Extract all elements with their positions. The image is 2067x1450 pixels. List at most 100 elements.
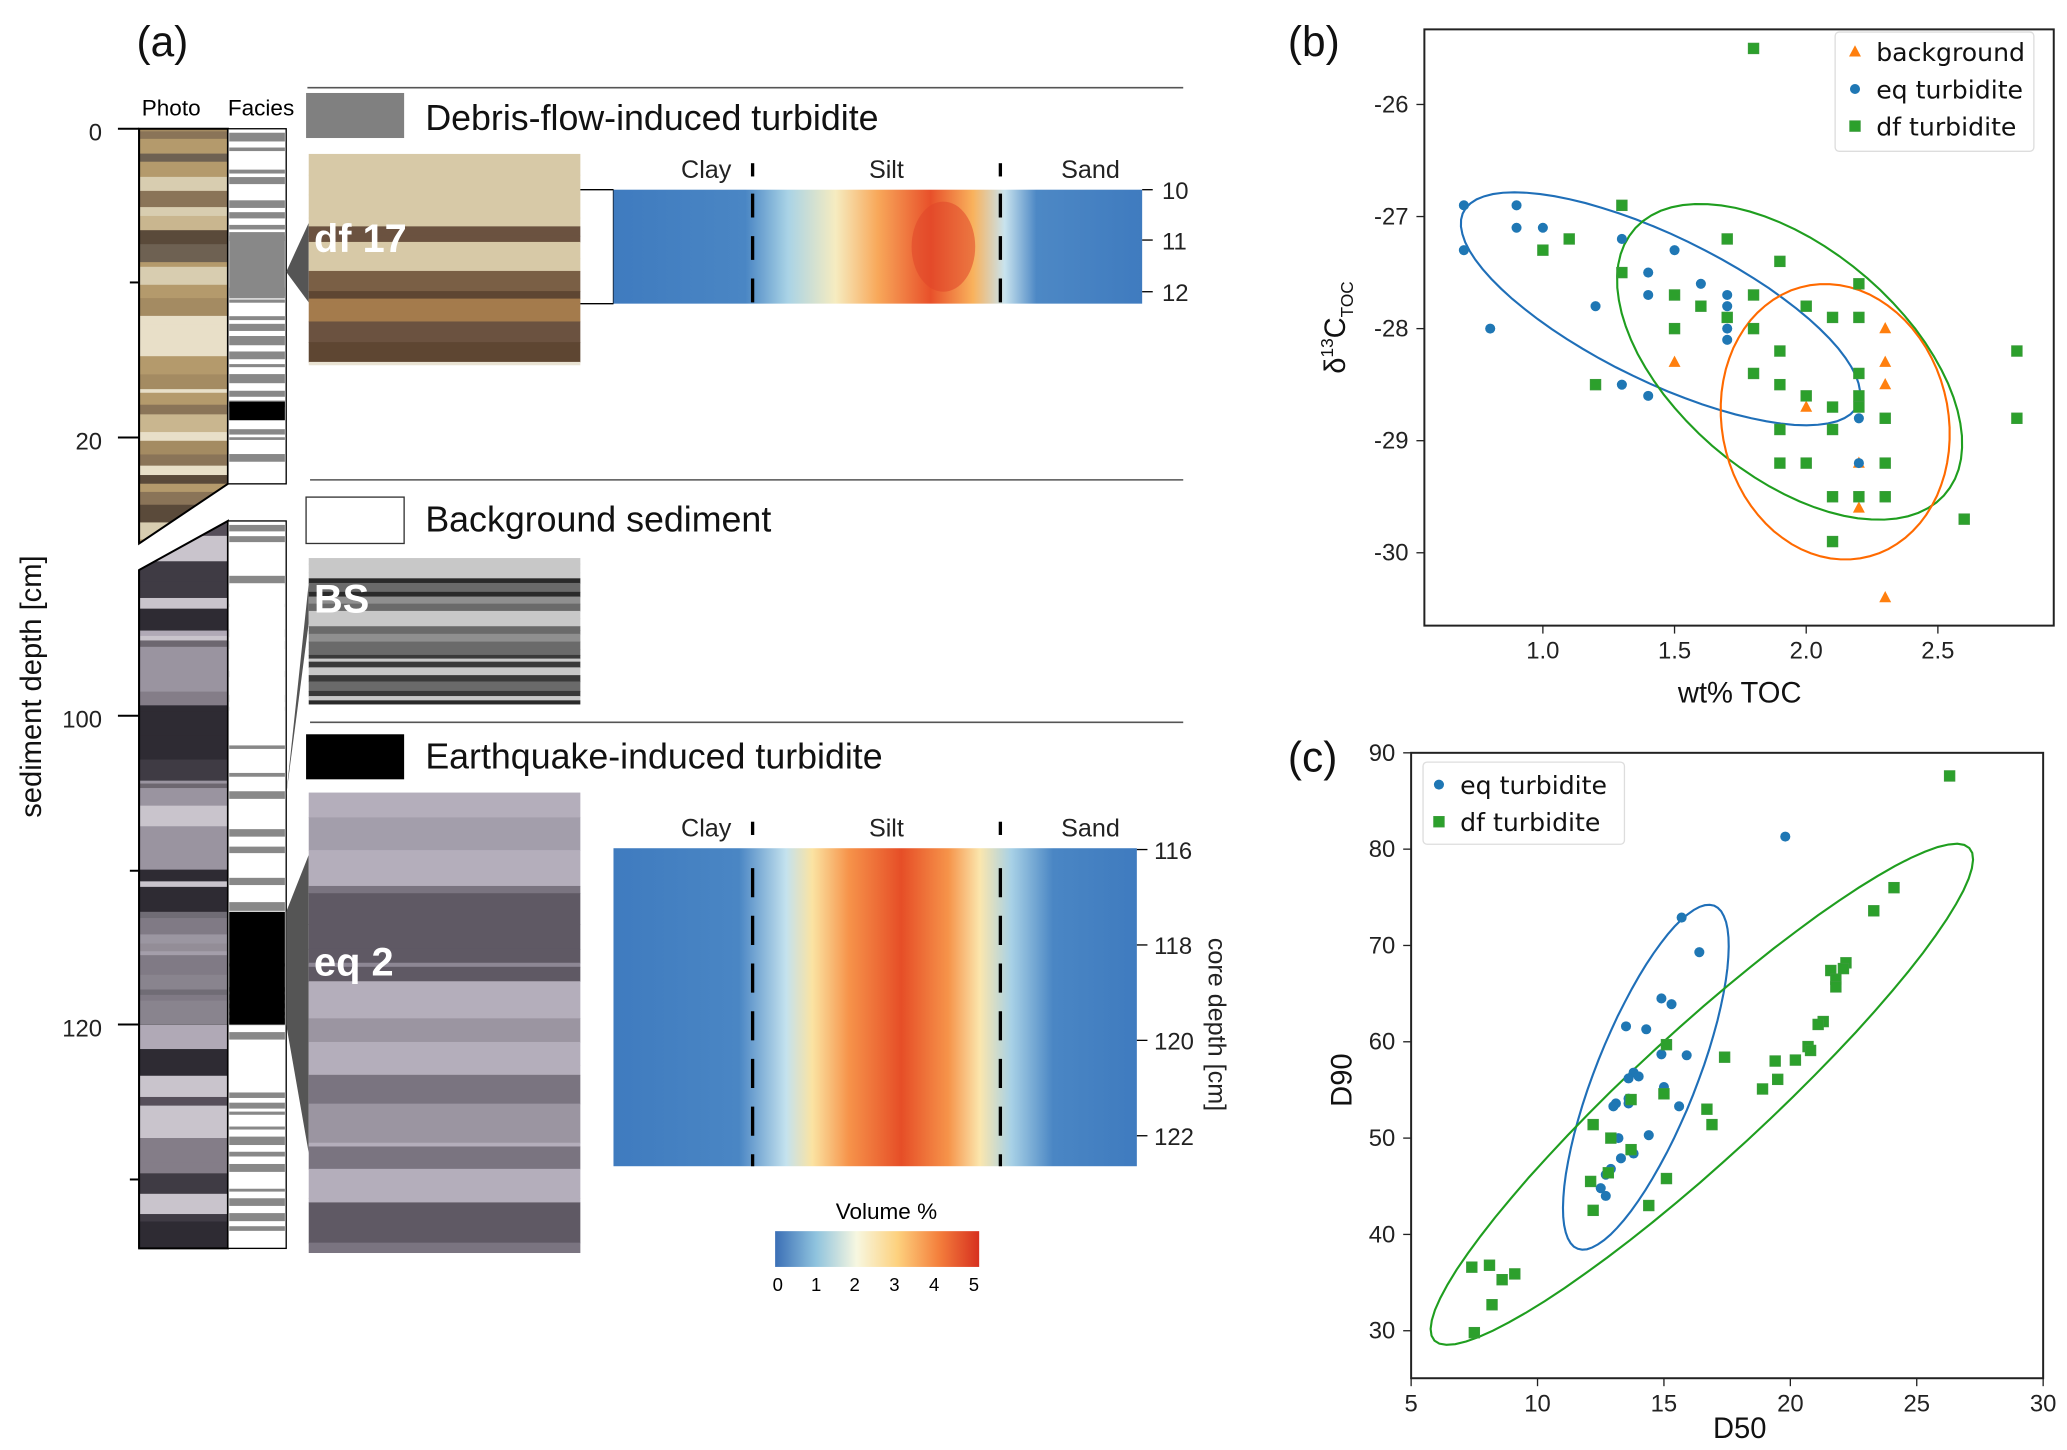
- data-point: [1600, 1190, 1611, 1201]
- data-point: [1853, 390, 1865, 402]
- y-tick-label: 30: [1369, 1318, 1396, 1345]
- data-point: [1780, 831, 1791, 842]
- y-tick-label: 60: [1369, 1029, 1396, 1056]
- x-tick-label: 1.0: [1526, 638, 1559, 665]
- data-point: [1943, 770, 1956, 782]
- legend-c: eq turbidite df turbidite: [1422, 761, 1626, 845]
- x-tick-label: 30: [2030, 1390, 2057, 1417]
- data-point: [1888, 881, 1900, 894]
- colorbar-tick: 5: [969, 1274, 979, 1295]
- data-point: [1774, 345, 1786, 357]
- data-point: [1537, 222, 1548, 233]
- data-point: [1695, 300, 1707, 312]
- core-depth-tick: 11: [1162, 228, 1187, 255]
- data-point: [1800, 390, 1812, 402]
- data-point: [1669, 245, 1680, 256]
- legend-label-bs: Background sediment: [425, 500, 771, 540]
- data-point: [1608, 1101, 1619, 1112]
- photo-df17: df 17: [308, 153, 581, 366]
- legend-label-eq: Earthquake-induced turbidite: [425, 737, 882, 777]
- facies-legend: Debris-flow-induced turbidite Background…: [305, 86, 1184, 780]
- data-point: [1458, 245, 1469, 256]
- data-point: [1660, 1172, 1673, 1185]
- grain-class-silt: Silt: [869, 814, 904, 842]
- data-point: [1681, 1050, 1692, 1061]
- connector-df: [286, 222, 309, 303]
- y-axis-label: D90: [1327, 1053, 1359, 1106]
- legend-box: [1834, 31, 2035, 152]
- photo-label-bs: BS: [314, 577, 369, 621]
- facies-column: [227, 128, 287, 1250]
- grain-class-clay: Clay: [681, 814, 732, 842]
- legend-marker: [1849, 120, 1861, 132]
- photo-eq2: eq 2: [308, 792, 581, 1254]
- data-point: [1774, 457, 1786, 469]
- data-point: [1853, 491, 1865, 503]
- data-point: [1595, 1183, 1606, 1194]
- data-point: [1722, 301, 1733, 312]
- y-tick-label: -26: [1374, 91, 1408, 118]
- data-point: [1620, 1021, 1632, 1032]
- data-point: [1852, 501, 1865, 513]
- y-axis-label: δ13CTOC: [1317, 281, 1357, 373]
- data-point: [1853, 311, 1865, 324]
- grain-size-heatmap-df: Clay Silt Sand 10 11 12: [580, 156, 1189, 307]
- data-point: [1826, 401, 1839, 413]
- data-point: [1830, 981, 1842, 993]
- photo-bs: BS: [308, 558, 581, 705]
- photo-label-eq: eq 2: [314, 940, 394, 984]
- colorbar-tick: 0: [773, 1274, 783, 1295]
- core-depth-tick: 12: [1162, 280, 1189, 307]
- grain-class-silt: Silt: [869, 156, 904, 184]
- series-df-turbidite: [1466, 770, 1956, 1339]
- eq-turbidite-confidence-ellipse: [1561, 903, 1730, 1251]
- confidence-ellipses: [1459, 191, 1964, 561]
- column-header-facies: Facies: [228, 95, 294, 120]
- connector-bs: [286, 583, 309, 796]
- core-photo-lower: [139, 520, 228, 1249]
- data-point: [1789, 1054, 1802, 1066]
- data-point: [1837, 962, 1850, 975]
- data-point: [1756, 1083, 1769, 1095]
- data-point: [1800, 300, 1812, 312]
- legend-swatch-bs: [305, 496, 405, 545]
- legend-label: eq turbidite: [1876, 75, 2023, 104]
- data-point: [1826, 535, 1839, 548]
- x-axis-label: D50: [1713, 1413, 1766, 1445]
- data-point: [1616, 233, 1627, 244]
- colorbar-tick: 3: [889, 1274, 899, 1295]
- df-turbidite-confidence-ellipse: [1429, 842, 1975, 1346]
- data-point: [1800, 400, 1813, 412]
- colorbar-gradient: [775, 1231, 980, 1267]
- data-point: [1656, 993, 1667, 1004]
- panel-a: (a) Photo Facies 0 20 100 120 sediment d…: [16, 18, 1230, 1295]
- colorbar-tick: 2: [849, 1274, 859, 1295]
- core-depth-tick: 120: [1154, 1029, 1194, 1056]
- data-point: [1826, 491, 1839, 503]
- data-point: [1458, 200, 1469, 211]
- df-turbidite-confidence-ellipse: [1616, 202, 1964, 521]
- legend-b: background eq turbidite df turbidite: [1834, 31, 2035, 152]
- legend-label: background: [1876, 38, 2025, 67]
- depth-tick-label: 100: [62, 707, 102, 734]
- data-point: [1605, 1132, 1617, 1144]
- data-point: [1616, 266, 1628, 279]
- data-point: [1772, 1073, 1784, 1086]
- core-photo-upper: [139, 128, 228, 544]
- data-point: [1676, 912, 1687, 923]
- series-eq-turbidite: [1458, 200, 1864, 469]
- x-tick-label: 25: [1903, 1390, 1930, 1417]
- data-point: [1602, 1167, 1615, 1179]
- data-point: [1800, 457, 1812, 469]
- data-point: [1774, 378, 1786, 391]
- confidence-ellipses: [1429, 842, 1975, 1346]
- series-df-turbidite: [1537, 42, 2023, 548]
- data-point: [1826, 311, 1839, 324]
- y-tick-label: 50: [1369, 1125, 1396, 1152]
- data-point: [2011, 345, 2023, 357]
- scatter-chart-b: (b) 1.0 1.5 2.0 2.5-26-27-28-29-30 wt% TOC …: [1288, 18, 2055, 709]
- data-point: [1879, 590, 1892, 603]
- y-tick-label: -27: [1374, 203, 1408, 230]
- data-point: [1853, 278, 1865, 290]
